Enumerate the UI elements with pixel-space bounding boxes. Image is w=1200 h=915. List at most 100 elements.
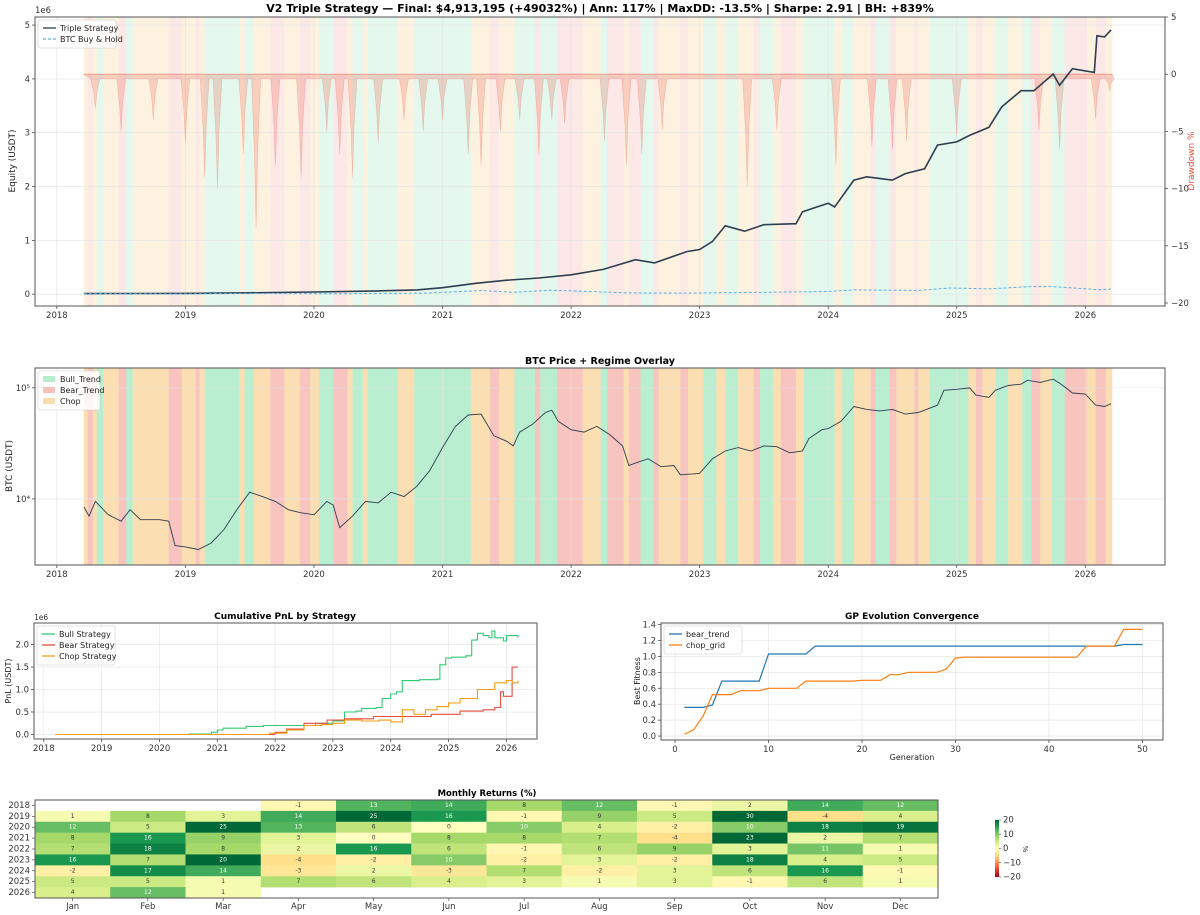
- heatmap-row-label: 2019: [8, 812, 30, 822]
- axes-frame: [34, 16, 1166, 307]
- monthly-returns-heatmap: Monthly Returns (%) % -1 13 14 8 12 -1 2 14 121 8…: [8, 789, 1029, 912]
- regime-band-chop: [397, 17, 415, 306]
- regime-band-bull-trend: [126, 17, 133, 306]
- x-tick-label: 2025: [438, 744, 460, 754]
- regime-band-chop: [796, 368, 804, 565]
- heatmap-cell-value: -2: [596, 867, 602, 874]
- x-tick-label: 2024: [817, 311, 839, 321]
- regime-band-chop: [796, 17, 804, 306]
- regime-band-bear-trend: [976, 368, 983, 565]
- heatmap-cell: [712, 810, 788, 823]
- regime-band-bear-trend: [168, 17, 182, 306]
- regime-band-chop: [470, 17, 491, 306]
- regime-band-bear-trend: [1031, 17, 1041, 306]
- heatmap-cell-value: 3: [221, 813, 225, 820]
- heatmap-cell-value: 5: [71, 878, 75, 885]
- regime-band-bear-trend: [556, 17, 583, 306]
- colorbar-label: %: [1021, 846, 1029, 853]
- x-tick-label: 2019: [91, 744, 113, 754]
- colorbar: [995, 820, 999, 877]
- regime-band-chop: [181, 17, 196, 306]
- regime-band-bull-trend: [204, 17, 240, 306]
- regime-band-bear-trend: [870, 368, 876, 565]
- y-tick-label: 1: [25, 236, 30, 246]
- heatmap-cell: [637, 800, 713, 812]
- heatmap-cell-value: 6: [372, 878, 376, 885]
- heatmap-cell: [336, 810, 412, 823]
- heatmap-cell: [260, 832, 337, 844]
- heatmap-cell: [185, 810, 262, 823]
- pnl-chart-title: Cumulative PnL by Strategy: [214, 612, 356, 622]
- heatmap-cell: [260, 865, 337, 877]
- regime-band-bear-trend: [889, 368, 897, 565]
- y2-tick-label: −20: [1171, 299, 1189, 309]
- regime-band-bull-trend: [640, 17, 654, 306]
- regime-band-bull-trend: [319, 17, 334, 306]
- heatmap-column-label: Jun: [441, 902, 455, 912]
- axes-frame: [33, 622, 538, 740]
- regime-band-chop: [853, 368, 871, 565]
- regime-band-chop: [623, 17, 629, 306]
- btc-price-line: [83, 378, 1112, 550]
- equity-chart: V2 Triple Strategy — Final: $4,913,195 (…: [8, 2, 1197, 321]
- regime-band-bear-trend: [1064, 368, 1087, 565]
- x-tick-label: 2019: [175, 570, 197, 580]
- regime-band-chop: [239, 368, 245, 565]
- heatmap-cell: [561, 854, 638, 866]
- heatmap-column-label: Jan: [65, 902, 79, 912]
- regime-band-chop: [103, 17, 119, 306]
- heatmap-cell: [787, 800, 864, 812]
- heatmap-cell-value: 8: [522, 802, 526, 809]
- colorbar-tick-label: 10: [1003, 830, 1014, 840]
- heatmap-cell-value: 8: [447, 835, 451, 842]
- regime-band-chop: [896, 17, 915, 306]
- heatmap-cell: [787, 832, 864, 844]
- heatmap-cell-value: 4: [597, 824, 601, 831]
- heatmap-cell-value: 18: [746, 856, 754, 863]
- heatmap-cell-value: 7: [522, 867, 526, 874]
- regime-band-bear-trend: [195, 368, 200, 565]
- y2-tick-label: −15: [1171, 242, 1189, 252]
- heatmap-cell-value: 8: [522, 835, 526, 842]
- x-tick-label: 2022: [264, 744, 286, 754]
- heatmap-cell-value: -2: [672, 856, 678, 863]
- x-tick-label: 2022: [560, 570, 582, 580]
- regime-band-chop: [83, 17, 88, 306]
- heatmap-cell-value: 0: [372, 835, 376, 842]
- heatmap-cell-value: 20: [219, 856, 227, 863]
- regime-band-chop: [853, 17, 871, 306]
- heatmap-cell: [486, 810, 563, 823]
- regime-band-bear-trend: [270, 368, 285, 565]
- heatmap-cell: [486, 854, 563, 866]
- heatmap-cell: [110, 843, 186, 855]
- heatmap-cell: [787, 854, 864, 866]
- heatmap-cell: [336, 854, 412, 866]
- regime-band-chop: [982, 17, 996, 306]
- heatmap-cell: [862, 832, 939, 844]
- regime-band-chop: [181, 368, 196, 565]
- heatmap-cell: [787, 821, 864, 833]
- heatmap-cell: [561, 821, 638, 833]
- regime-band-bear-trend: [976, 17, 983, 306]
- regime-band-bear-trend: [556, 368, 583, 565]
- legend-label: Bear_Trend: [60, 386, 105, 395]
- regime-band-bull-trend: [204, 368, 240, 565]
- regime-band-bear-trend: [628, 368, 641, 565]
- y-tick-label: 2.0: [15, 641, 29, 651]
- legend-label: Bear Strategy: [59, 641, 115, 650]
- regime-band-chop: [982, 368, 996, 565]
- legend-label: Bull_Trend: [60, 375, 101, 384]
- x-tick-label: 2023: [322, 744, 344, 754]
- gp-chart: GP Evolution Convergence Best Fitness Ge…: [633, 612, 1164, 762]
- heatmap-cell-value: 7: [898, 835, 902, 842]
- regime-band-bull-trend: [803, 368, 835, 565]
- heatmap-cell-value: 7: [597, 835, 601, 842]
- colorbar-tick-label: −20: [1003, 873, 1021, 883]
- regime-band-bear-trend: [333, 17, 348, 306]
- x-tick-label: 40: [1044, 745, 1055, 755]
- bear-strategy-line: [55, 666, 518, 736]
- regime-band-chop: [658, 17, 681, 306]
- heatmap-cell-value: 2: [823, 835, 827, 842]
- regime-band-chop: [834, 368, 843, 565]
- legend: [663, 625, 743, 655]
